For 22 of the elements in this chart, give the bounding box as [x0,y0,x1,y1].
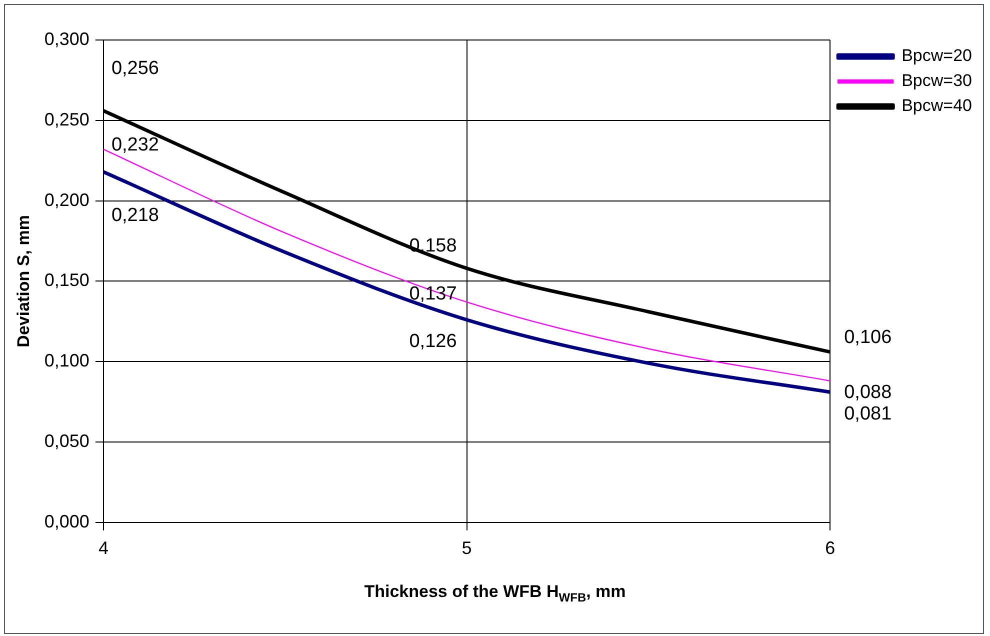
legend-label: Bpcw=30 [902,71,972,90]
data-label: 0,081 [844,403,892,424]
legend-label: Bpcw=20 [902,46,972,66]
x-axis-title: Thickness of the WFB H$_{WFB}$, mm [363,582,627,604]
data-label: 0,106 [844,327,892,348]
y-tick-label: 0,000 [44,511,90,532]
y-tick-label: 0,300 [44,28,90,49]
y-tick-label: 0,150 [44,270,90,290]
x-tick-label: 4 [98,538,108,558]
data-label: 0,218 [111,205,159,226]
legend-label: Bpcw=40 [902,96,972,116]
data-label: 0,088 [844,382,892,404]
data-label: 0,126 [409,331,457,352]
y-axis-title: Deviation S, mm [14,215,33,348]
data-label: 0,232 [111,134,159,156]
x-tick-label: 6 [825,538,836,558]
y-tick-label: 0,250 [44,109,90,130]
data-label: 0,256 [111,58,159,79]
y-tick-label: 0,100 [44,350,90,371]
x-tick-label: 5 [462,538,472,558]
y-tick-label: 0,200 [44,190,90,210]
y-tick-label: 0,050 [44,430,90,451]
